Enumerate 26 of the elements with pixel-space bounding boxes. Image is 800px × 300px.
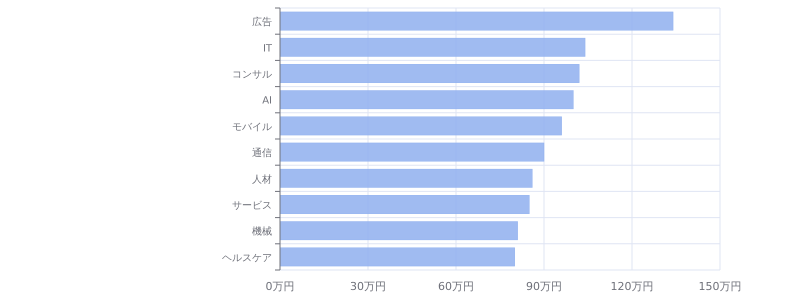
y-tick-label: ヘルスケア xyxy=(222,252,272,264)
y-tick-label: 機械 xyxy=(252,226,272,238)
bar xyxy=(280,116,562,136)
bar xyxy=(280,12,674,31)
y-tick-label: IT xyxy=(262,43,273,54)
x-tick-label: 90万円 xyxy=(526,280,562,293)
y-tick-label: AI xyxy=(262,96,272,107)
x-tick-label: 150万円 xyxy=(698,280,742,293)
y-tick-label: コンサル xyxy=(232,70,272,80)
y-tick-label: モバイル xyxy=(232,122,272,133)
y-tick-label: サービス xyxy=(232,200,272,212)
bar xyxy=(280,195,530,214)
y-tick-label: 通信 xyxy=(252,147,272,160)
x-tick-label: 60万円 xyxy=(438,280,474,293)
y-tick-label: 人材 xyxy=(252,173,272,186)
bar xyxy=(280,168,533,188)
bar xyxy=(280,247,515,266)
bar xyxy=(280,64,580,83)
x-tick-label: 30万円 xyxy=(350,280,386,293)
bar xyxy=(280,90,574,110)
x-tick-label: 120万円 xyxy=(610,280,654,293)
y-tick-label: 広告 xyxy=(252,16,272,28)
bar xyxy=(280,221,518,240)
x-tick-label: 0万円 xyxy=(266,280,294,293)
bar xyxy=(280,38,586,57)
bar xyxy=(280,142,544,162)
